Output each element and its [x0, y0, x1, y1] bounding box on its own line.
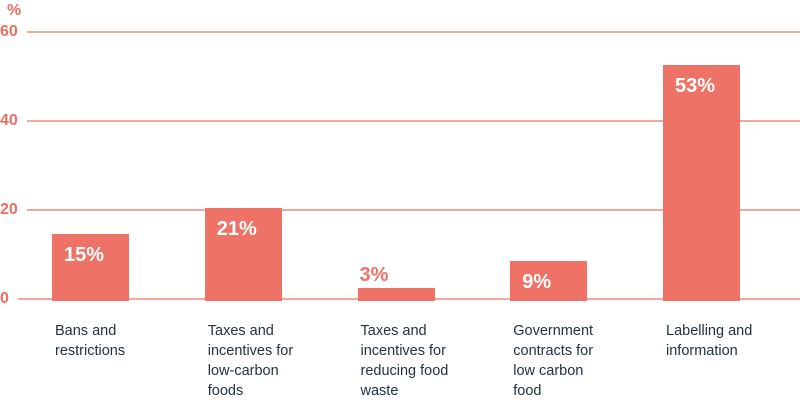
bar-value-label: 9%	[522, 270, 552, 293]
gridline-row: 40	[0, 112, 800, 130]
bar: 53%	[663, 65, 740, 301]
category-label: Government contracts for low carbon food	[513, 323, 594, 399]
gridline-row: 20	[0, 201, 800, 219]
bar-value-label: 3%	[359, 263, 389, 286]
category-label: Labelling and information	[666, 323, 753, 359]
gridline	[26, 209, 800, 211]
bar	[357, 287, 435, 301]
bar-value-label: 53%	[675, 75, 716, 98]
y-axis-unit-label: %	[7, 2, 22, 19]
category-label: Taxes and incentives for low-carbon food…	[207, 323, 294, 399]
gridline	[26, 31, 800, 33]
gridline-row: 60	[0, 23, 800, 41]
y-tick-label: 40	[0, 112, 18, 129]
category-label: Taxes and incentives for reducing food w…	[360, 323, 449, 399]
bar-value-label: 15%	[64, 244, 105, 267]
y-tick-label: 60	[0, 23, 18, 40]
y-tick-label: 0	[0, 290, 9, 307]
bar-value-label: 21%	[216, 217, 257, 240]
bar: 21%	[204, 207, 282, 301]
y-tick-label: 20	[0, 201, 18, 218]
category-label: Bans and restrictions	[55, 323, 126, 359]
bar: 15%	[52, 234, 129, 301]
bar: 9%	[510, 260, 588, 301]
gridline	[26, 120, 800, 122]
